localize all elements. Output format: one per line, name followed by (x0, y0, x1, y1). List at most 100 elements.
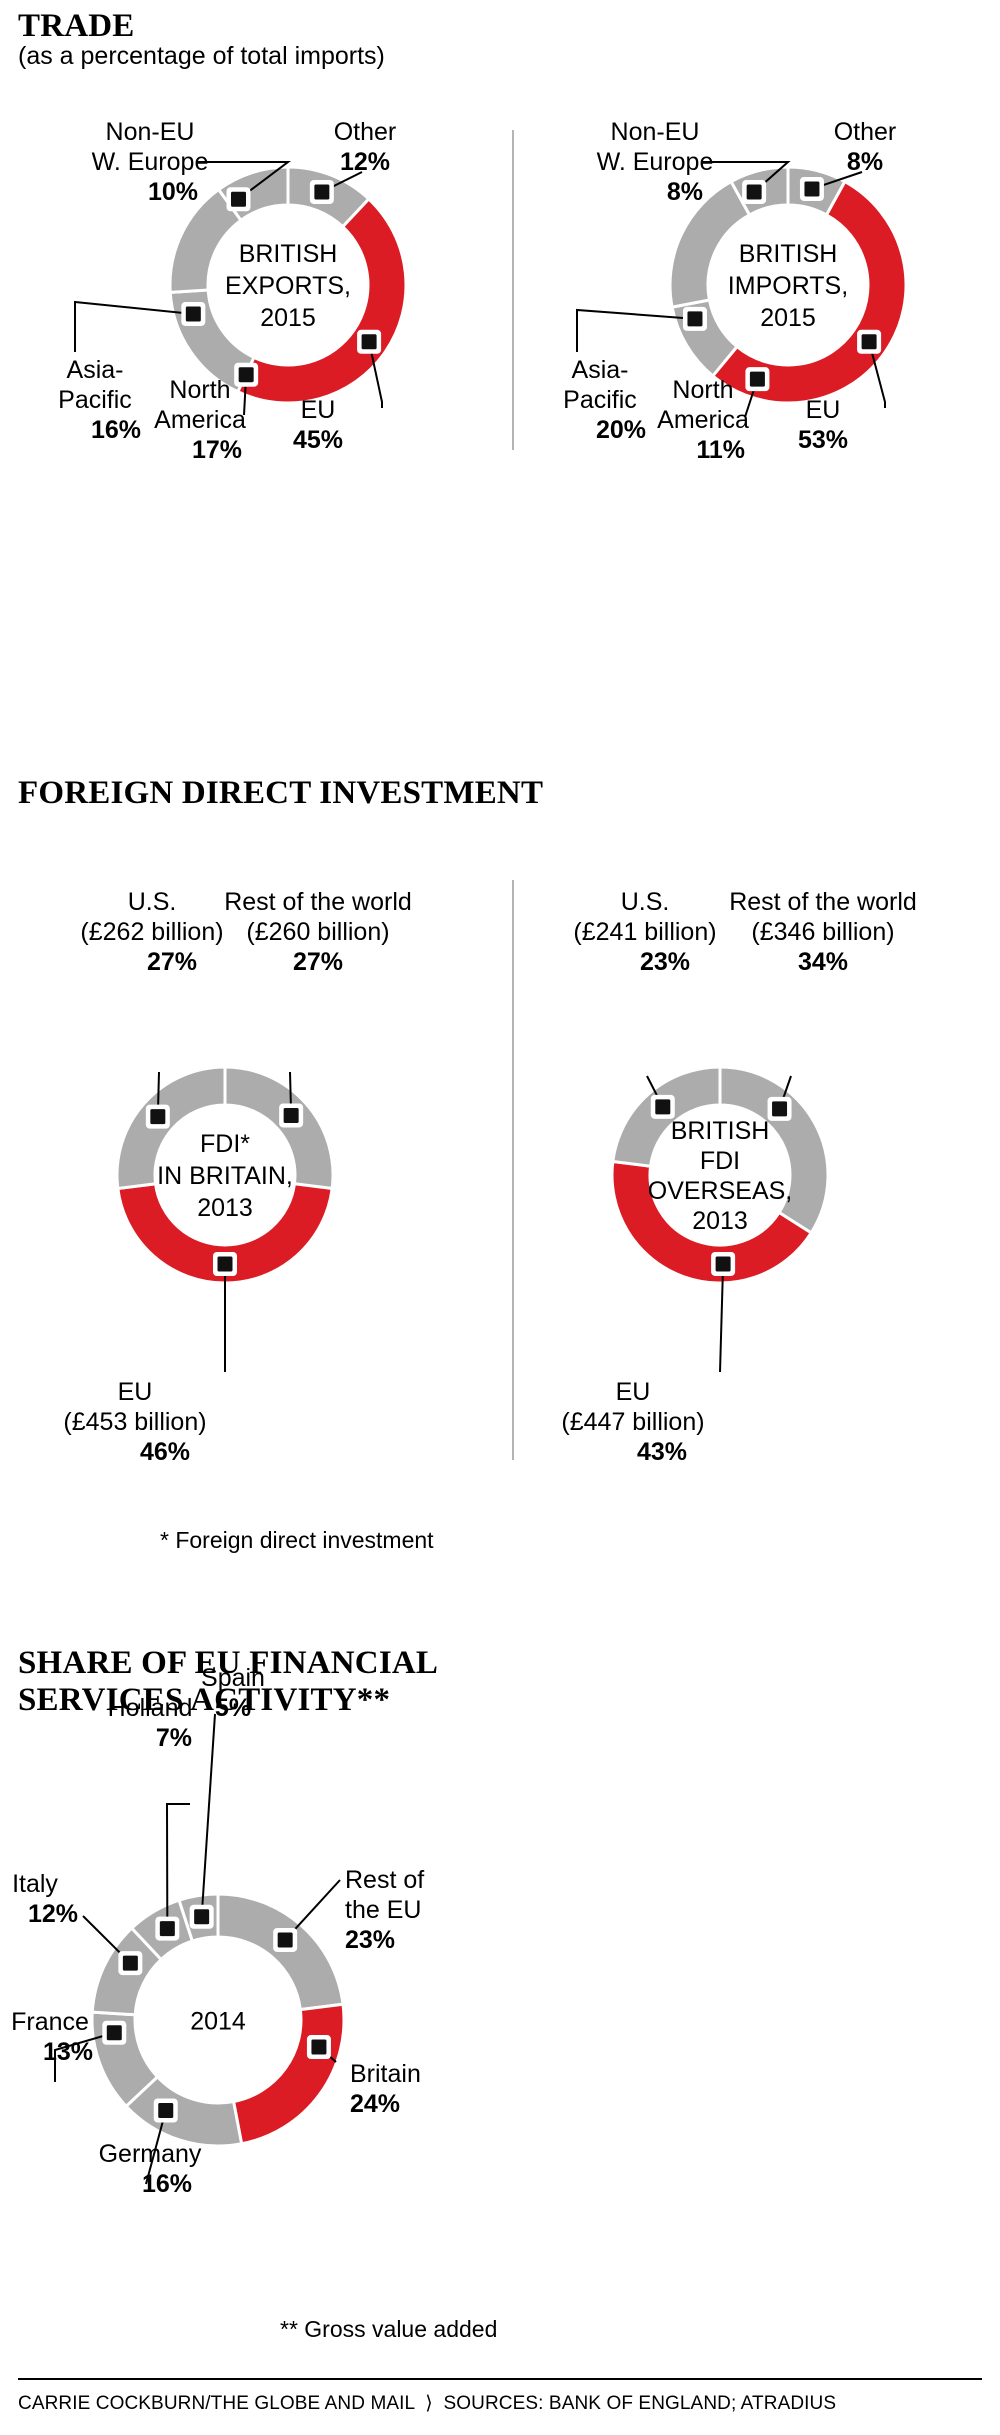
slice-label-text: North (169, 376, 230, 404)
donut-ring (610, 1065, 830, 1285)
marker-dot[interactable] (159, 1921, 175, 1937)
donut-center-label: IN BRITAIN, (157, 1162, 293, 1190)
slice-label-text: (£262 billion) (80, 918, 223, 946)
slice-label-value: 5% (215, 1694, 251, 1722)
leader-line (368, 341, 383, 408)
marker-dot[interactable] (746, 184, 762, 200)
slice-label-value: 23% (345, 1926, 395, 1954)
marker-dot[interactable] (106, 2025, 122, 2041)
donut-center-label: 2014 (190, 2007, 246, 2035)
leader-line (196, 161, 291, 201)
donut-slice[interactable] (231, 2002, 346, 2146)
donut-ring (115, 1065, 335, 1285)
donut-slice[interactable] (115, 1065, 227, 1191)
donut-slice[interactable] (116, 1182, 334, 1285)
slice-label-value: 45% (293, 426, 343, 454)
marker-dot[interactable] (194, 1909, 210, 1925)
slice-label-value: 34% (798, 948, 848, 976)
slice-label-text: the EU (345, 1896, 421, 1924)
marker-dot[interactable] (277, 1932, 293, 1948)
marker-dot[interactable] (150, 1109, 166, 1125)
slice-label-text: Rest of the world (729, 888, 917, 916)
marker-dot[interactable] (772, 1101, 788, 1117)
donut-center-label: IMPORTS, (728, 272, 848, 300)
trade-section-subtitle: (as a percentage of total imports) (18, 42, 385, 70)
donut-slice[interactable] (610, 1159, 814, 1285)
slice-label-text: North (672, 376, 733, 404)
fdi-charts-divider (512, 880, 514, 1460)
marker-dot[interactable] (185, 306, 201, 322)
slice-label-text: EU (118, 1378, 153, 1406)
slice-label-text: Pacific (58, 386, 132, 414)
slice-label-text: Non-EU (611, 118, 700, 146)
slice-label-text: America (657, 406, 749, 434)
marker-dot[interactable] (861, 334, 877, 350)
slice-label-text: (£260 billion) (246, 918, 389, 946)
slice-label-text: Asia- (572, 356, 629, 384)
slice-label-text: U.S. (128, 888, 177, 916)
donut-center-label: 2013 (692, 1207, 748, 1235)
marker-dot[interactable] (311, 2039, 327, 2055)
slice-label-value: 46% (140, 1438, 190, 1466)
marker-dot[interactable] (158, 2102, 174, 2118)
slice-label-text: Germany (99, 2140, 202, 2168)
slice-label-text: U.S. (621, 888, 670, 916)
donut-center-label: FDI (700, 1147, 740, 1175)
marker-dot[interactable] (283, 1107, 299, 1123)
chart-fdi-in-britain: FDI* IN BRITAIN, 2013 U.S. (£262 billion) 27%… (0, 880, 505, 1466)
slice-label-text: (£447 billion) (561, 1408, 704, 1436)
leader-line (200, 1713, 216, 1917)
marker-dot[interactable] (217, 1256, 233, 1272)
slice-label-text: Britain (350, 2060, 421, 2088)
marker-dot[interactable] (655, 1099, 671, 1115)
financial-footnote: ** Gross value added (280, 2316, 498, 2342)
chart-british-exports: BRITISH EXPORTS, 2015 Non-EU W. Europe 10% Oth… (0, 118, 505, 464)
chart-british-fdi-overseas: BRITISH FDI OVERSEAS, 2013 U.S. (£241 billion… (505, 880, 1000, 1466)
donut-slice[interactable] (718, 1065, 830, 1235)
slice-label-value: 20% (596, 416, 646, 444)
slice-label-value: 43% (637, 1438, 687, 1466)
marker-dot[interactable] (238, 367, 254, 383)
slice-label-value: 23% (640, 948, 690, 976)
slice-label-text: (£241 billion) (573, 918, 716, 946)
slice-label-text: W. Europe (597, 148, 714, 176)
marker-dot[interactable] (231, 191, 246, 207)
slice-label-text: Asia- (67, 356, 124, 384)
donut-center-label: EXPORTS, (225, 272, 351, 300)
slice-label-value: 13% (43, 2038, 93, 2066)
slice-label-text: Non-EU (106, 118, 195, 146)
slice-label-text: W. Europe (92, 148, 209, 176)
marker-dot[interactable] (715, 1256, 731, 1272)
leader-line (868, 341, 886, 408)
slice-label-value: 53% (798, 426, 848, 454)
marker-dot[interactable] (749, 371, 765, 387)
slice-label-text: Other (834, 118, 897, 146)
slice-label-value: 11% (696, 436, 745, 464)
donut-center-label: 2013 (197, 1194, 253, 1222)
donut-center-label: 2015 (760, 304, 816, 332)
marker-dot[interactable] (314, 184, 330, 200)
donut-slice[interactable] (235, 196, 408, 405)
slice-label-value: 12% (340, 148, 390, 176)
slice-label-value: 7% (156, 1724, 192, 1752)
marker-dot[interactable] (122, 1955, 138, 1971)
leader-line (74, 300, 194, 352)
chart-british-imports: BRITISH IMPORTS, 2015 Non-EU W. Europe 8% Othe… (505, 118, 1000, 464)
marker-dot[interactable] (361, 334, 377, 350)
slice-label-text: America (154, 406, 246, 434)
slice-label-value: 12% (28, 1900, 78, 1928)
donut-center-label: BRITISH (671, 1117, 770, 1145)
fdi-footnote: * Foreign direct investment (160, 1527, 434, 1553)
slice-label-value: 27% (293, 948, 343, 976)
slice-label-text: France (11, 2008, 89, 2036)
trade-section-title: TRADE (18, 8, 135, 44)
slice-label-value: 24% (350, 2090, 400, 2118)
marker-dot[interactable] (804, 181, 820, 197)
marker-dot[interactable] (687, 311, 703, 327)
